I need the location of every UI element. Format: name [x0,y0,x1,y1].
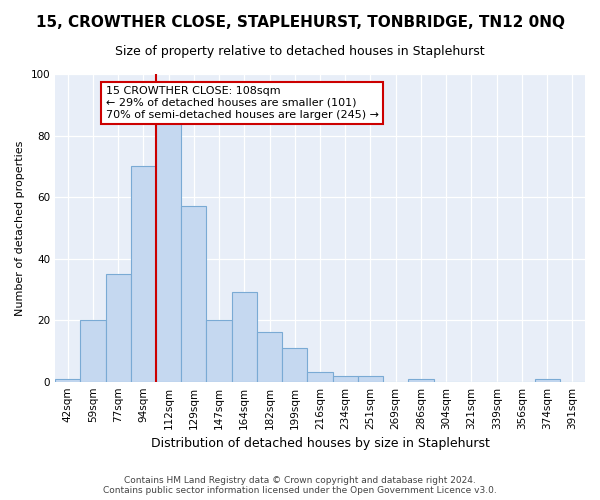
Bar [282,348,307,382]
Bar [257,332,282,382]
Bar [535,378,560,382]
Bar [80,320,106,382]
Bar [55,378,80,382]
Text: Size of property relative to detached houses in Staplehurst: Size of property relative to detached ho… [115,45,485,58]
Bar [358,376,383,382]
Text: 15 CROWTHER CLOSE: 108sqm
← 29% of detached houses are smaller (101)
70% of semi: 15 CROWTHER CLOSE: 108sqm ← 29% of detac… [106,86,379,120]
Y-axis label: Number of detached properties: Number of detached properties [15,140,25,316]
Bar [409,378,434,382]
Bar [156,123,181,382]
Bar [232,292,257,382]
Text: Contains HM Land Registry data © Crown copyright and database right 2024.
Contai: Contains HM Land Registry data © Crown c… [103,476,497,495]
Bar [181,206,206,382]
Bar [332,376,358,382]
Bar [307,372,332,382]
Bar [206,320,232,382]
Bar [131,166,156,382]
X-axis label: Distribution of detached houses by size in Staplehurst: Distribution of detached houses by size … [151,437,490,450]
Text: 15, CROWTHER CLOSE, STAPLEHURST, TONBRIDGE, TN12 0NQ: 15, CROWTHER CLOSE, STAPLEHURST, TONBRID… [35,15,565,30]
Bar [106,274,131,382]
